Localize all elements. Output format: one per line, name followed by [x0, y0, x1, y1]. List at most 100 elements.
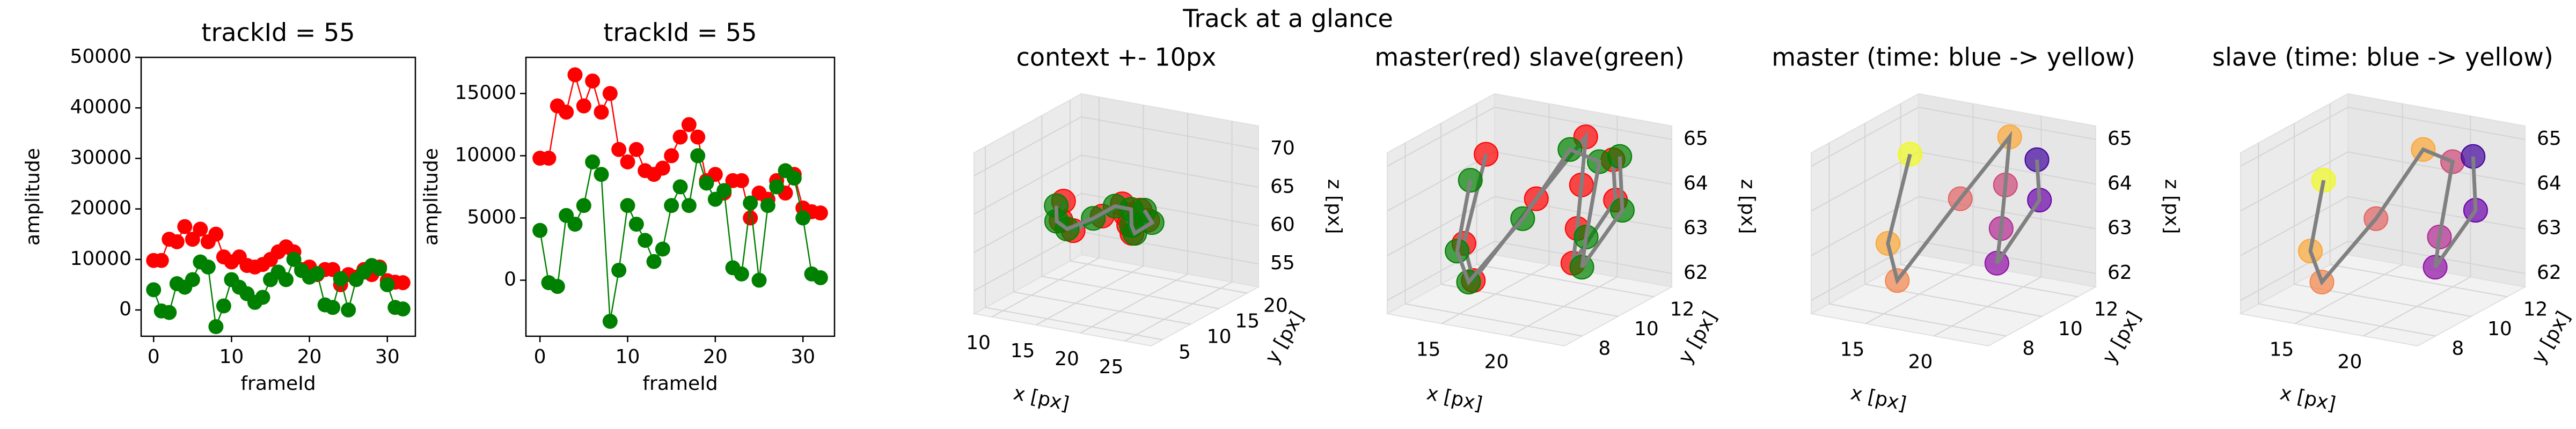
y-tick-label: 15000 — [455, 82, 516, 103]
grid-line — [1042, 276, 1219, 309]
y-tick-label: 12 — [2094, 298, 2119, 320]
grid-line — [2347, 196, 2526, 230]
grid-line — [1918, 107, 2096, 140]
chart-title: trackId = 55 — [603, 18, 757, 47]
point — [185, 232, 200, 247]
grid-line — [1070, 260, 1248, 294]
x-tick-label: 30 — [791, 346, 815, 368]
point — [716, 183, 732, 198]
point — [567, 217, 583, 232]
x-tick-label: 20 — [703, 346, 728, 368]
x-axis-label: frameId — [240, 373, 316, 395]
point — [585, 73, 601, 89]
grid-line — [1476, 264, 1654, 298]
point — [255, 290, 270, 305]
point — [169, 234, 185, 249]
z-tick-label: 65 — [1270, 175, 1295, 197]
z-tick-label: 64 — [2537, 172, 2562, 194]
track-line — [1886, 130, 2041, 285]
y-tick-label: 15 — [1235, 310, 1260, 332]
chart-title: slave (time: blue -> yellow) — [2212, 43, 2553, 72]
chart-title: context +- 10px — [1016, 43, 1217, 72]
z-tick-label: 65 — [2107, 128, 2132, 150]
grid-line — [2240, 151, 2348, 212]
y-tick-label: 50000 — [70, 46, 131, 68]
z-tick-label: 65 — [2537, 128, 2562, 150]
x-tick-label: 20 — [1055, 348, 1079, 370]
grid-line — [985, 307, 1163, 341]
grid-line — [1081, 231, 1259, 265]
x-tick-label: 15 — [2270, 338, 2294, 360]
point — [594, 105, 609, 120]
grid-line — [1405, 303, 1583, 337]
grid-line — [974, 231, 1082, 292]
x-axis-label: x [px] — [2278, 382, 2338, 416]
grid-line — [1036, 265, 1144, 326]
point — [550, 279, 565, 294]
grid-line — [1811, 241, 1919, 301]
point — [611, 262, 627, 278]
x-tick-label: 10 — [219, 346, 244, 368]
grid-line — [2240, 241, 2348, 301]
point — [216, 298, 231, 314]
y-tick-label: 20 — [1263, 295, 1288, 317]
z-tick-label: 65 — [1684, 128, 1708, 150]
point — [193, 221, 208, 237]
point — [395, 301, 411, 317]
grid-line — [1811, 196, 1919, 256]
x-tick-label: 0 — [148, 346, 160, 368]
grid-line — [974, 154, 1082, 215]
z-tick-label: 63 — [1684, 217, 1708, 239]
x-axis-label: x [px] — [1012, 382, 1071, 416]
point — [655, 241, 670, 257]
point — [576, 98, 591, 114]
x-tick-label: 20 — [1484, 351, 1509, 373]
grid-line — [2347, 107, 2526, 140]
grid-line — [1829, 303, 2007, 337]
point — [333, 271, 348, 286]
point — [699, 175, 714, 191]
point — [559, 105, 574, 120]
grid-line — [2330, 264, 2507, 298]
z-tick-label: 62 — [1684, 262, 1708, 284]
point — [620, 154, 635, 169]
point — [602, 86, 618, 101]
point — [567, 67, 583, 83]
y-tick-label: 10 — [2487, 318, 2512, 340]
grid-line — [1387, 107, 1495, 167]
x-tick-label: 20 — [297, 346, 322, 368]
point — [786, 171, 802, 186]
point — [628, 217, 644, 232]
x-tick-label: 15 — [1011, 340, 1035, 362]
track-line — [1455, 147, 1624, 286]
y-tick-label: 10000 — [455, 144, 516, 166]
y-tick-label: 8 — [2022, 338, 2035, 360]
point — [395, 275, 411, 291]
point — [751, 272, 767, 288]
point — [769, 179, 785, 195]
point — [585, 154, 601, 169]
point — [813, 270, 828, 285]
point — [208, 319, 224, 335]
point — [372, 261, 387, 276]
y-tick-label: 20000 — [70, 197, 131, 219]
z-tick-label: 63 — [2107, 217, 2132, 239]
z-axis-label: z [px] — [2161, 179, 2183, 234]
z-tick-label: 55 — [1270, 252, 1295, 274]
y-tick-label: 8 — [1598, 338, 1611, 360]
grid-line — [1081, 116, 1259, 150]
x-axis-label: frameId — [642, 373, 718, 395]
point — [672, 179, 688, 195]
grid-line — [1387, 241, 1495, 301]
grid-line — [2240, 196, 2348, 256]
point — [576, 198, 591, 213]
grid-line — [1900, 264, 2078, 298]
z-tick-label: 62 — [2537, 262, 2562, 284]
z-axis-label: z [px] — [1323, 179, 1345, 234]
point — [795, 210, 811, 226]
point — [611, 142, 627, 157]
point — [681, 198, 697, 213]
point — [734, 266, 749, 282]
x-tick-label: 25 — [1099, 356, 1124, 378]
